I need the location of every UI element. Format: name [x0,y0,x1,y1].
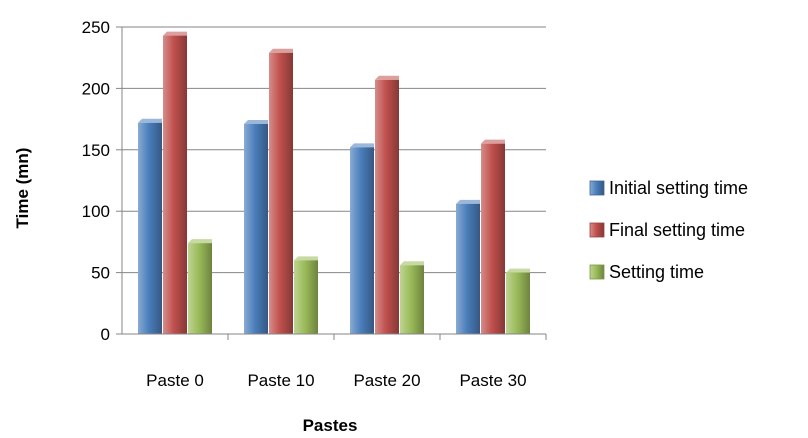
bar [456,203,480,334]
legend-label: Setting time [609,262,704,282]
bar-top [350,143,374,148]
x-tick-label: Paste 20 [353,371,420,390]
x-tick-label: Paste 10 [247,371,314,390]
x-tick-label: Paste 30 [459,371,526,390]
y-tick-label: 0 [101,325,110,344]
bars [138,31,530,335]
y-tick-label: 200 [82,79,110,98]
bar-top [456,199,480,204]
bar [400,265,424,334]
y-tick-label: 100 [82,202,110,221]
bar-top [506,268,530,273]
bar-top [188,239,212,244]
y-tick-label: 250 [82,18,110,37]
legend-label: Final setting time [609,220,745,240]
bar [481,143,505,334]
bar-top [294,256,318,261]
bar [188,243,212,334]
y-tick-label: 50 [91,264,110,283]
legend-swatch [589,222,605,238]
bar-top [244,120,268,125]
x-tick-label: Paste 0 [146,371,204,390]
bar [163,35,187,334]
legend: Initial setting time Final setting time Se… [589,178,748,282]
bar-top [481,139,505,144]
axes: 0 50 100 150 200 250 Paste 0 Paste 10 Paste 20 Pa… [82,18,547,390]
legend-label: Initial setting time [609,178,748,198]
bar-top [400,261,424,266]
bar-top [138,118,162,123]
bar-top [269,48,293,53]
legend-swatch [589,180,605,196]
y-tick-label: 150 [82,141,110,160]
bar-top [375,75,399,80]
bar [244,124,268,335]
bar [506,272,530,334]
legend-swatch [589,264,605,280]
bar-top [163,31,187,36]
bar [294,260,318,334]
bar [269,52,293,335]
bar [350,147,374,334]
bar [375,79,399,334]
y-axis-title: Time (mn) [13,148,32,229]
bar [138,122,162,334]
x-axis-title: Pastes [303,416,358,435]
